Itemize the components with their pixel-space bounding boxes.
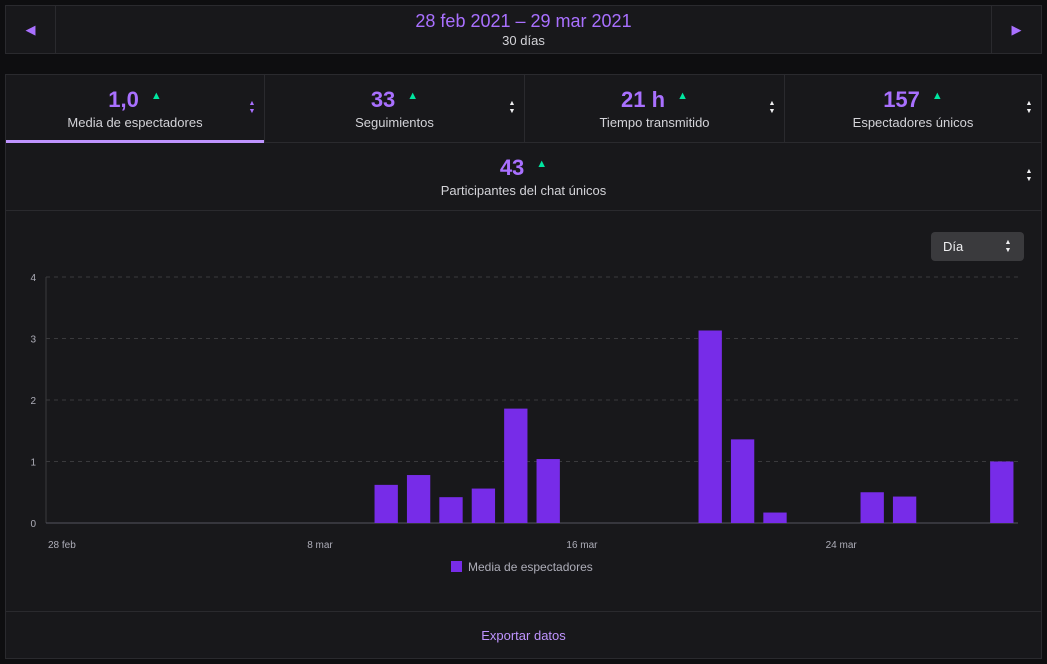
x-tick-label: 8 mar (307, 540, 333, 551)
bar (504, 408, 528, 523)
bar (763, 512, 787, 523)
metric-value: 157 (883, 87, 920, 112)
chart-area: Día ▲ ▼ 0 1 2 3 4 28 feb 8 mar 16 mar 24 mar Media… (6, 211, 1041, 611)
bar (860, 492, 884, 523)
date-range-bar: ◀ 28 feb 2021 – 29 mar 2021 30 días ▶ (5, 5, 1042, 54)
sort-icon: ▲ ▼ (508, 100, 516, 115)
metric-value: 43 (499, 155, 525, 180)
legend-swatch (451, 561, 462, 572)
metrics-row: 1,0 ▲ Media de espectadores ▲ ▼ 33 ▲ Segu… (6, 75, 1041, 143)
metric-label: Media de espectadores (67, 115, 203, 130)
y-tick-label: 2 (30, 396, 36, 407)
bar (471, 488, 496, 523)
trend-up-icon: ▲ (150, 90, 162, 102)
chevron-left-icon: ◀ (25, 21, 36, 37)
bar (990, 461, 1014, 523)
previous-period-button[interactable]: ◀ (6, 6, 56, 53)
analytics-panel: 1,0 ▲ Media de espectadores ▲ ▼ 33 ▲ Segu… (5, 74, 1042, 659)
metric-tab-avg-viewers[interactable]: 1,0 ▲ Media de espectadores ▲ ▼ (6, 75, 265, 143)
y-tick-label: 4 (30, 273, 36, 284)
bar (892, 496, 917, 523)
trend-up-icon: ▲ (407, 90, 419, 102)
date-range-display: 28 feb 2021 – 29 mar 2021 30 días (56, 9, 991, 49)
metric-tab-follows[interactable]: 33 ▲ Seguimientos ▲ ▼ (265, 75, 525, 142)
trend-up-icon: ▲ (931, 90, 943, 102)
metric-label: Seguimientos (355, 115, 434, 130)
metric-label: Participantes del chat únicos (440, 183, 607, 198)
bar (730, 439, 755, 523)
metric-value: 1,0 (108, 87, 139, 112)
export-data-link[interactable]: Exportar datos (481, 628, 566, 643)
legend-label: Media de espectadores (468, 560, 593, 574)
bar (374, 484, 398, 523)
metrics-row: 43 ▲ Participantes del chat únicos ▲ ▼ (6, 143, 1041, 211)
sort-icon: ▲ ▼ (248, 100, 256, 115)
date-range-days: 30 días (502, 33, 545, 48)
metric-label: Tiempo transmitido (599, 115, 710, 130)
metric-tab-unique-viewers[interactable]: 157 ▲ Espectadores únicos ▲ ▼ (785, 75, 1041, 142)
granularity-select[interactable]: Día ▲ ▼ (931, 232, 1024, 261)
export-bar: Exportar datos (6, 611, 1041, 659)
x-tick-label: 16 mar (566, 540, 598, 551)
sort-icon: ▲ ▼ (1025, 168, 1033, 183)
trend-up-icon: ▲ (677, 90, 688, 102)
metric-tab-unique-chatters[interactable]: 43 ▲ Participantes del chat únicos ▲ ▼ (6, 143, 1041, 210)
date-range-text: 28 feb 2021 – 29 mar 2021 (415, 11, 632, 31)
bar (406, 475, 431, 523)
y-tick-label: 3 (30, 335, 36, 346)
y-tick-label: 0 (30, 519, 36, 530)
metric-value: 33 (370, 87, 396, 112)
bar (536, 459, 560, 523)
metric-value: 21 h (621, 87, 666, 112)
metric-tab-time-streamed[interactable]: 21 h ▲ Tiempo transmitido ▲ ▼ (525, 75, 785, 142)
x-tick-label: 24 mar (826, 540, 858, 551)
bar (439, 497, 463, 523)
trend-up-icon: ▲ (536, 158, 548, 170)
x-tick-label: 28 feb (48, 540, 76, 551)
bar-chart: 0 1 2 3 4 28 feb 8 mar 16 mar 24 mar Media de esp… (30, 273, 1018, 574)
y-tick-label: 1 (30, 458, 36, 469)
next-period-button[interactable]: ▶ (991, 6, 1041, 53)
sort-icon: ▲ ▼ (768, 100, 776, 115)
bar (698, 330, 722, 523)
chevron-right-icon: ▶ (1011, 21, 1022, 37)
sort-icon: ▲ ▼ (1025, 100, 1033, 115)
metric-label: Espectadores únicos (852, 115, 974, 130)
granularity-select-value: Día (943, 239, 964, 254)
select-arrows-icon: ▲ ▼ (1004, 238, 1012, 254)
